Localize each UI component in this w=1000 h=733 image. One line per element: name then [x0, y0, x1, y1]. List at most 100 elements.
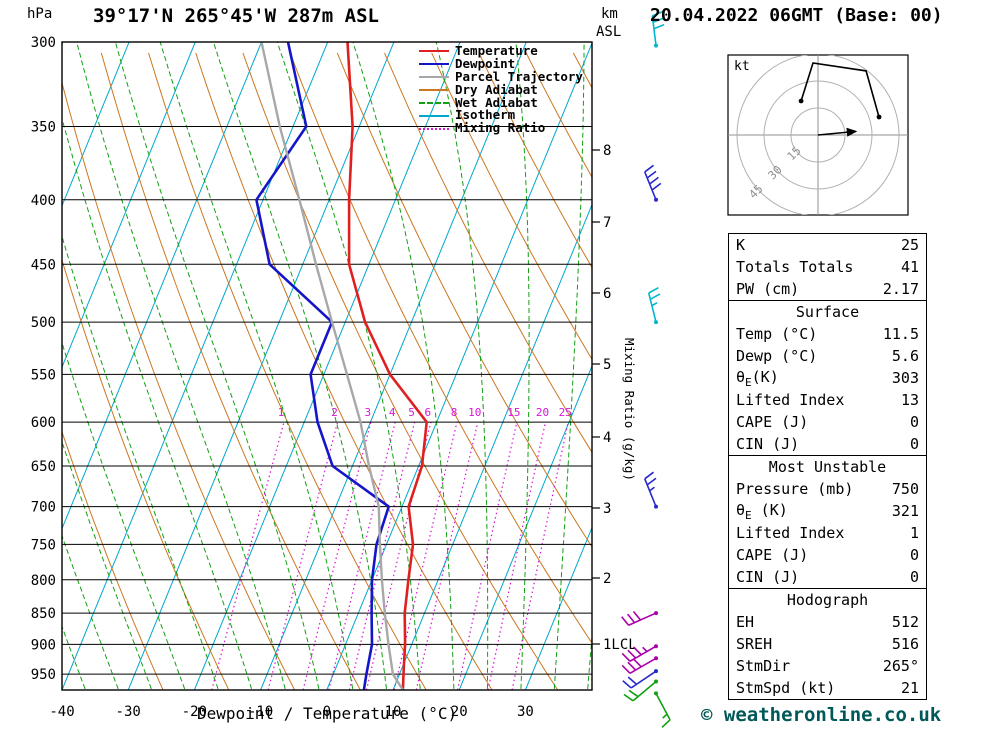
- legend-item-label: Dewpoint: [455, 55, 516, 71]
- wind-barb: [651, 11, 665, 48]
- pressure-tick-label: 700: [31, 500, 56, 516]
- indices-tables: K 25 Totals Totals 41 PW (cm) 2.17 Surface Temp…: [728, 233, 927, 700]
- table-row-value: 11.5: [882, 325, 919, 343]
- pressure-tick-label: 500: [31, 315, 56, 331]
- km-axis: 8 7 6 5 4 3 2 1LCL: [592, 143, 637, 653]
- table-row-value: 321: [891, 502, 919, 520]
- wind-barb: [644, 471, 658, 509]
- km-tick-label: 5: [603, 357, 611, 373]
- legend-item: Parcel Trajectory: [419, 70, 583, 84]
- copyright: © weatheronline.co.uk: [701, 704, 942, 726]
- mixing-ratio-value-label: 6: [424, 406, 431, 419]
- legend-item: Dewpoint: [419, 55, 583, 71]
- table-row-label: CAPE (J): [736, 413, 809, 431]
- pressure-tick-label: 550: [31, 367, 56, 383]
- run-datetime-title: 20.04.2022 06GMT (Base: 00): [650, 5, 943, 26]
- plot-border: [61, 41, 593, 691]
- table-row-value: 0: [909, 568, 919, 586]
- table-row: K 25: [729, 234, 926, 256]
- isotherm-lines: [62, 42, 592, 690]
- series-parcel-trajectory: [260, 42, 404, 690]
- mixing-ratio-value-label: 10: [468, 406, 481, 419]
- hodograph-unit-label: kt: [734, 59, 750, 74]
- legend-item: Dry Adiabat: [419, 81, 583, 97]
- wind-barb: [647, 286, 661, 325]
- table-row: SREH 516: [729, 633, 926, 655]
- table-row: CIN (J) 0: [729, 433, 926, 455]
- mixing-ratio-value-label: 3: [364, 406, 371, 419]
- table-row: Pressure (mb) 750: [729, 478, 926, 500]
- legend: Temperature Dewpoint Parcel Trajectory Dry …: [419, 43, 583, 136]
- wind-barb: [621, 656, 658, 674]
- table-row: EH 512: [729, 611, 926, 633]
- table-row-value: 5.6: [891, 347, 919, 365]
- indices-table: Surface Temp (°C) 11.5 Dewp (°C) 5.6 θE(K) 303…: [728, 300, 927, 456]
- wet-adiabat-lines: [62, 42, 592, 690]
- table-row-label: Temp (°C): [736, 325, 818, 343]
- wind-barb: [621, 610, 658, 627]
- legend-line-swatch: [419, 89, 449, 92]
- series-dewpoint: [255, 42, 391, 690]
- pressure-tick-label: 350: [31, 120, 56, 136]
- sounding-curves: [255, 42, 429, 690]
- table-row-label: StmDir: [736, 657, 791, 675]
- table-row-value: 41: [900, 258, 919, 276]
- km-tick-label: 3: [603, 501, 611, 517]
- table-row-label: Lifted Index: [736, 391, 845, 409]
- mixing-ratio-value-label: 8: [451, 406, 458, 419]
- mixing-ratio-value-label: 5: [408, 406, 415, 419]
- pressure-tick-label: 300: [31, 35, 56, 51]
- wind-barb: [623, 679, 658, 702]
- mixing-ratio-value-label: 25: [559, 406, 572, 419]
- table-row-value: 13: [900, 391, 919, 409]
- pressure-tick-label: 400: [31, 193, 56, 209]
- legend-line-swatch: [419, 114, 449, 117]
- table-row: StmDir 265°: [729, 655, 926, 677]
- table-row: PW (cm) 2.17: [729, 278, 926, 300]
- asl-axis-label: ASL: [596, 24, 622, 40]
- legend-item-label: Mixing Ratio: [455, 120, 546, 136]
- legend-item: Mixing Ratio: [419, 120, 583, 136]
- mixing-ratio-value-label: 4: [389, 406, 396, 419]
- pressure-axis-unit-label: hPa: [27, 6, 53, 22]
- temp-tick-label: -10: [248, 704, 273, 720]
- km-axis-label: km: [601, 6, 618, 22]
- table-title: Hodograph: [786, 591, 869, 609]
- table-row-label: θE (K): [736, 500, 788, 522]
- pressure-tick-label: 600: [31, 415, 56, 431]
- km-tick-label: 6: [603, 286, 611, 302]
- legend-item: Temperature: [419, 43, 583, 58]
- temp-tick-labels: -40 -30 -20 -10 0 10 20 30: [49, 704, 533, 720]
- mixing-ratio-value-label: 1: [278, 406, 285, 419]
- pressure-tick-label: 750: [31, 537, 56, 553]
- table-row-label: CIN (J): [736, 568, 800, 586]
- table-row: CAPE (J) 0: [729, 544, 926, 566]
- legend-item-label: Dry Adiabat: [455, 81, 538, 97]
- table-row-value: 0: [909, 413, 919, 431]
- mixing-ratio-value-label: 2: [331, 406, 338, 419]
- legend-item-label: Temperature: [455, 43, 538, 58]
- table-row: Lifted Index 13: [729, 389, 926, 411]
- mixing-ratio-value-labels: 1 2 3 4 5 6 8 10 15 20 25: [278, 406, 572, 419]
- temp-tick-label: 30: [517, 704, 534, 720]
- table-row-label: θE(K): [736, 367, 779, 389]
- wind-barb: [644, 164, 662, 202]
- mixing-ratio-value-label: 15: [507, 406, 520, 419]
- table-row-value: 516: [891, 635, 919, 653]
- table-row-label: Pressure (mb): [736, 480, 854, 498]
- table-row-label: K: [736, 236, 746, 254]
- table-row: Temp (°C) 11.5: [729, 323, 926, 345]
- legend-line-swatch: [419, 76, 449, 79]
- legend-line-swatch: [419, 50, 449, 53]
- legend-item-label: Wet Adiabat: [455, 94, 538, 110]
- table-row: CAPE (J) 0: [729, 411, 926, 433]
- temp-tick-label: 20: [451, 704, 468, 720]
- storm-motion-arrow: [817, 127, 858, 137]
- table-row: Dewp (°C) 5.6: [729, 345, 926, 367]
- table-row-label: StmSpd (kt): [736, 679, 836, 697]
- table-row-value: 0: [909, 546, 919, 564]
- km-tick-label: 8: [603, 143, 611, 159]
- table-title: Most Unstable: [768, 458, 887, 476]
- legend-item: Wet Adiabat: [419, 94, 583, 110]
